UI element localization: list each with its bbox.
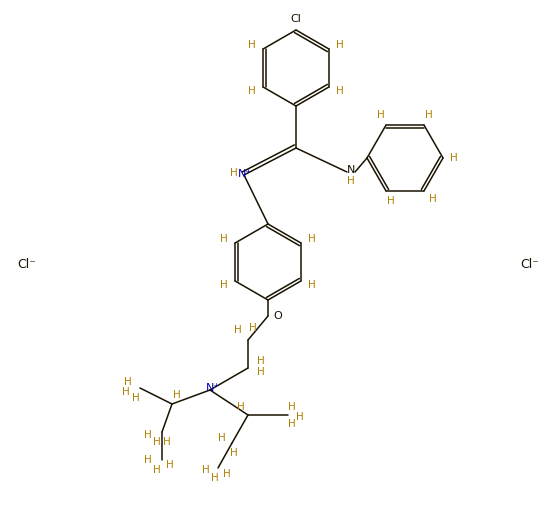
Text: N⁺: N⁺: [206, 383, 220, 393]
Text: H: H: [288, 402, 296, 412]
Text: H: H: [163, 437, 171, 447]
Text: H: H: [234, 325, 242, 335]
Text: H: H: [308, 280, 316, 290]
Text: H: H: [336, 86, 344, 96]
Text: H: H: [220, 234, 228, 244]
Text: H: H: [153, 437, 161, 447]
Text: N: N: [347, 165, 355, 175]
Text: H: H: [173, 390, 181, 400]
Text: H: H: [288, 419, 296, 429]
Text: H: H: [144, 455, 152, 465]
Text: H: H: [429, 194, 437, 204]
Text: H: H: [153, 465, 161, 475]
Text: Cl⁻: Cl⁻: [18, 259, 37, 271]
Text: H: H: [450, 153, 458, 163]
Text: H: H: [211, 473, 219, 483]
Text: Cl: Cl: [290, 14, 301, 24]
Text: H: H: [248, 86, 256, 96]
Text: H: H: [347, 176, 355, 186]
Text: H: H: [336, 40, 344, 50]
Text: H: H: [230, 448, 238, 458]
Text: H: H: [202, 465, 210, 475]
Text: N⁺: N⁺: [238, 169, 252, 179]
Text: H: H: [144, 430, 152, 440]
Text: H: H: [230, 168, 238, 178]
Text: H: H: [387, 196, 395, 206]
Text: H: H: [237, 402, 245, 412]
Text: H: H: [296, 412, 304, 422]
Text: H: H: [377, 110, 385, 120]
Text: H: H: [218, 433, 226, 443]
Text: H: H: [166, 460, 174, 470]
Text: H: H: [248, 40, 256, 50]
Text: H: H: [257, 356, 265, 366]
Text: H: H: [124, 377, 132, 387]
Text: H: H: [220, 280, 228, 290]
Text: Cl⁻: Cl⁻: [521, 259, 540, 271]
Text: H: H: [132, 393, 140, 403]
Text: H: H: [257, 367, 265, 377]
Text: H: H: [122, 387, 130, 397]
Text: H: H: [308, 234, 316, 244]
Text: H: H: [249, 323, 257, 333]
Text: H: H: [223, 469, 231, 479]
Text: H: H: [425, 110, 433, 120]
Text: O: O: [274, 311, 283, 321]
